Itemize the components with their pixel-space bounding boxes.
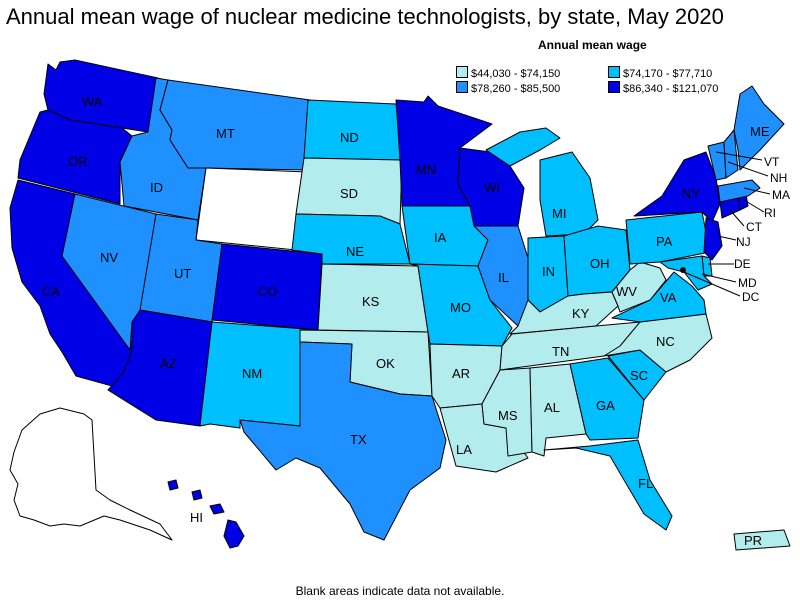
state-NC [603, 313, 713, 373]
legend-item-bin2: $74,170 - $77,710 [608, 66, 712, 80]
label-CT: CT [746, 220, 763, 234]
label-ID: ID [150, 180, 163, 195]
label-AR: AR [452, 366, 470, 381]
state-PR [733, 529, 791, 551]
label-CO: CO [258, 284, 278, 299]
label-SC: SC [630, 368, 648, 383]
state-HI-kauai [167, 479, 179, 491]
label-PR: PR [744, 533, 762, 548]
label-TX: TX [350, 432, 367, 447]
state-HI-oahu [191, 489, 203, 501]
legend-label-bin3: $78,260 - $85,500 [471, 83, 561, 95]
label-TN: TN [552, 344, 569, 359]
label-NV: NV [100, 250, 118, 265]
state-HI-big [223, 519, 245, 549]
label-GA: GA [596, 398, 615, 413]
legend-swatch-bin1 [456, 66, 468, 78]
label-OH: OH [590, 256, 610, 271]
label-ND: ND [340, 130, 359, 145]
state-AK [9, 407, 173, 541]
legend-label-bin2: $74,170 - $77,710 [623, 68, 713, 80]
state-TX [239, 341, 447, 541]
label-DE: DE [734, 257, 751, 271]
label-UT: UT [174, 266, 191, 281]
state-FL [543, 439, 673, 531]
state-MA [717, 179, 761, 203]
label-RI: RI [764, 206, 776, 220]
state-ME [733, 85, 785, 171]
leader-lines [683, 151, 771, 297]
state-NY [633, 151, 721, 223]
legend-swatch-bin2 [608, 66, 620, 78]
label-MI: MI [552, 206, 566, 221]
footnote: Blank areas indicate data not available. [295, 584, 505, 598]
label-FL: FL [638, 476, 653, 491]
state-NJ [703, 217, 723, 261]
state-PA [625, 211, 711, 265]
state-MT [159, 79, 311, 171]
legend-label-bin1: $44,030 - $74,150 [471, 68, 561, 80]
state-HI-maui [209, 503, 225, 515]
legend-label-bin4: $86,340 - $121,070 [623, 83, 719, 95]
label-AL: AL [544, 400, 560, 415]
label-NE: NE [346, 244, 364, 259]
state-MI [539, 151, 599, 237]
label-NC: NC [656, 334, 675, 349]
dc-marker [680, 267, 686, 273]
map-title: Annual mean wage of nuclear medicine tec… [6, 4, 724, 29]
label-KY: KY [572, 306, 590, 321]
state-GA [569, 357, 645, 441]
state-NH [723, 129, 739, 179]
label-CA: CA [42, 284, 60, 299]
label-IL: IL [498, 270, 509, 285]
legend-swatch-bin3 [456, 81, 468, 93]
label-MD: MD [738, 276, 757, 290]
label-DC: DC [742, 290, 760, 304]
legend-swatch-bin4 [608, 81, 620, 93]
label-VT: VT [764, 155, 780, 169]
label-MN: MN [416, 162, 436, 177]
label-OR: OR [68, 154, 88, 169]
label-NM: NM [242, 366, 262, 381]
label-WV: WV [616, 284, 637, 299]
label-AZ: AZ [160, 356, 177, 371]
state-NE [291, 213, 411, 265]
label-VA: VA [660, 290, 677, 305]
label-NY: NY [682, 186, 700, 201]
label-MO: MO [450, 300, 471, 315]
state-WY [195, 167, 309, 251]
state-MI-UP [485, 127, 561, 167]
label-NJ: NJ [736, 235, 751, 249]
legend-title: Annual mean wage [538, 38, 647, 52]
label-LA: LA [456, 442, 472, 457]
label-MS: MS [498, 408, 518, 423]
state-WV [611, 261, 667, 313]
label-SD: SD [340, 186, 358, 201]
label-OK: OK [376, 356, 395, 371]
label-WA: WA [82, 94, 103, 109]
label-ME: ME [750, 124, 770, 139]
legend-item-bin3: $78,260 - $85,500 [456, 81, 560, 95]
label-HI: HI [190, 510, 203, 525]
label-KS: KS [362, 294, 380, 309]
label-IN: IN [542, 264, 555, 279]
label-WI: WI [484, 180, 500, 195]
legend-item-bin1: $44,030 - $74,150 [456, 66, 560, 80]
legend: Annual mean wage $44,030 - $74,150 $74,1… [456, 38, 786, 96]
label-MT: MT [216, 126, 235, 141]
label-IA: IA [434, 230, 447, 245]
label-MA: MA [772, 188, 790, 202]
label-PA: PA [656, 234, 673, 249]
label-NH: NH [770, 171, 787, 185]
legend-item-bin4: $86,340 - $121,070 [608, 81, 718, 95]
